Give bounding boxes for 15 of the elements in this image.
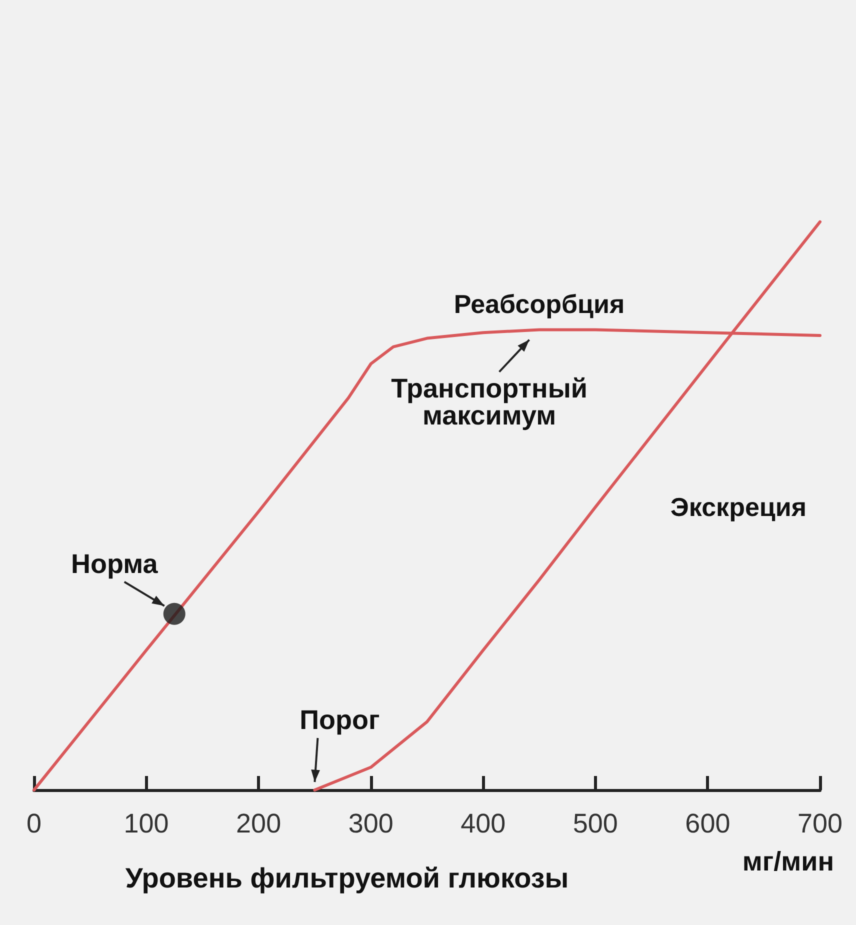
x-axis-title: Уровень фильтруемой глюкозы [125,862,569,894]
x-tick-label: 300 [348,808,394,838]
x-tick-label: 500 [572,808,618,838]
x-tick-label: 600 [685,808,730,838]
text: мг/мин [742,846,834,876]
annotation: Норма [70,548,159,579]
annotation: Порог [300,705,380,735]
x-tick-label: 0 [26,808,42,838]
annotation: Транспортный максимум [391,373,588,430]
series-label: Реабсорбция [454,288,625,319]
x-tick-label: 100 [124,808,169,838]
x-tick-label: 400 [460,808,506,838]
series-label: Экскреция [670,492,807,522]
x-tick-label: 700 [797,808,843,838]
x-tick-label: 200 [236,808,282,838]
